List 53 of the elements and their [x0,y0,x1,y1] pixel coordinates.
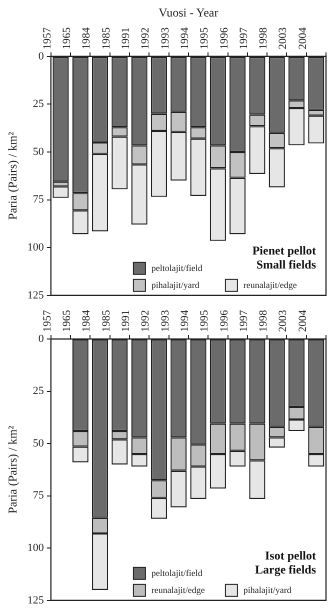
y-tick-label: 100 [27,241,44,254]
x-tick-label: 2003 [277,26,290,50]
x-tick-label: 1957 [41,26,54,50]
x-tick-label: 1997 [238,310,250,332]
x-tick-label: 1992 [140,310,152,332]
x-tick-label: 2003 [277,310,290,332]
legend-label: pihalajit/yard [243,584,292,595]
x-tick-label: 1997 [238,26,250,50]
x-tick-label: 1998 [258,26,270,50]
y-tick-label: 125 [27,289,44,302]
x-tick-label: 1991 [120,310,132,332]
y-tick-label: 75 [32,490,44,502]
y-tick-label: 25 [32,98,44,110]
x-tick-label: 1994 [178,310,191,332]
y-tick-label: 75 [32,194,44,206]
text: Small fields [256,257,316,272]
legend-label: reunalajit/edge [243,280,297,290]
text: Isot pellot [265,548,316,562]
x-axis-title: Vuosi - Year [158,5,218,20]
y-tick-label: 100 [27,542,44,554]
legend-label: reunalajit/edge [151,584,205,595]
legend-label: peltolajit/field [151,262,203,273]
x-tick-label: 1996 [218,26,230,50]
text: Pienet pellot [252,243,316,258]
x-tick-label: 1993 [159,310,172,332]
y-tick-label: 0 [38,50,44,62]
x-tick-label: 1993 [159,26,172,50]
y-tick-label: 50 [32,146,44,158]
x-tick-label: 1985 [100,26,112,50]
y-tick-label: 25 [32,385,44,398]
x-tick-label: 1994 [178,26,191,50]
x-tick-label: 1957 [41,310,54,332]
x-tick-label: 1991 [120,27,132,50]
x-tick-label: 2004 [296,310,309,332]
x-tick-label: 1992 [140,27,152,50]
x-tick-label: 1998 [258,310,270,332]
x-tick-label: 1985 [100,310,112,332]
x-tick-label: 1984 [80,310,93,332]
x-tick-label: 1996 [218,310,230,332]
x-tick-label: 1965 [61,310,74,332]
legend-label: peltolajit/field [151,568,203,578]
x-tick-label: 1984 [80,26,93,50]
x-tick-label: 1995 [198,26,211,50]
legend-label: pihalajit/yard [151,280,200,290]
x-tick-label: 1995 [198,310,211,332]
y-tick-label: 50 [32,437,44,450]
x-tick-label: 1965 [61,26,74,50]
y-tick-label: 0 [38,332,44,345]
x-tick-label: 2004 [296,26,309,50]
y-axis-title: Paria (Pairs) / km² [5,132,20,220]
text: Large fields [255,562,316,576]
y-tick-label: 125 [27,594,44,606]
y-axis-title: Paria (Pairs) / km² [5,425,20,514]
